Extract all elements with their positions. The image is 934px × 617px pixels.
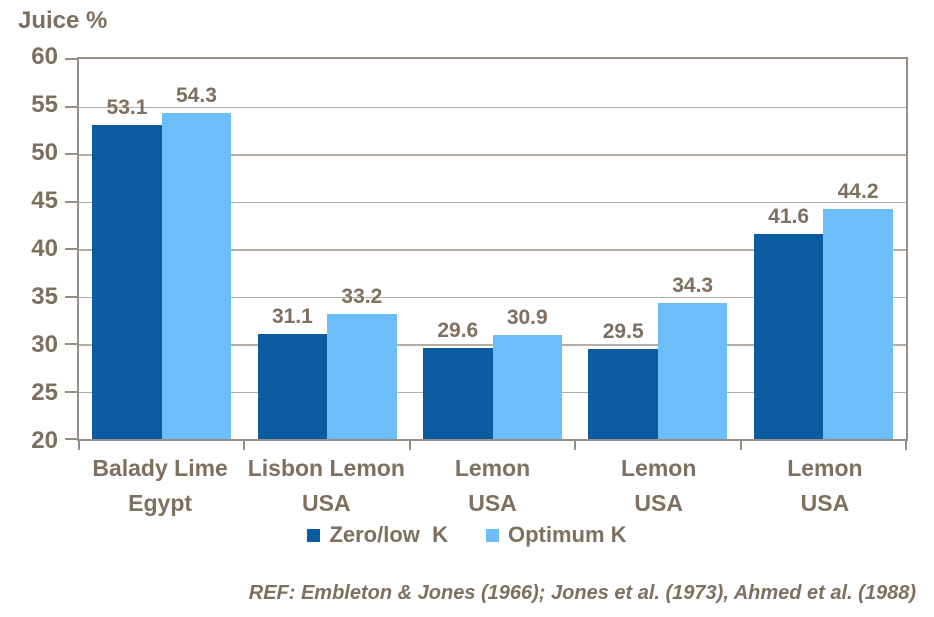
x-category-label: Lemon USA: [576, 451, 742, 521]
bar-value-label: 53.1: [106, 95, 148, 119]
y-tick-label: 35: [31, 283, 58, 310]
bar-group: 29.6 30.9: [410, 59, 575, 439]
y-tick-mark: [65, 438, 77, 440]
y-tick-label: 20: [31, 427, 58, 454]
x-category-region: Egypt: [128, 490, 193, 516]
x-tick-mark: [408, 441, 411, 450]
bar-group: 41.6 44.2: [741, 59, 906, 439]
legend-label: Optimum K: [508, 522, 627, 547]
bar-optimum-k: 54.3: [161, 84, 232, 439]
x-category-name: Lisbon Lemon: [247, 455, 405, 481]
gridline: [79, 201, 906, 203]
bar-value-label: 30.9: [506, 306, 548, 330]
y-tick-mark: [65, 105, 77, 108]
reference-text: REF: Embleton & Jones (1966); Jones et a…: [248, 582, 916, 604]
x-tick-mark: [78, 441, 80, 450]
bar-groups: 53.1 54.3 31.1 33.2 29.6 30.9 29.5 34.3 41.6 44.2: [79, 59, 906, 439]
x-category-name: Lemon: [454, 455, 531, 481]
x-tick-mark: [574, 441, 577, 450]
bar-value-label: 29.6: [437, 318, 479, 342]
bar-value-label: 44.2: [837, 180, 879, 204]
x-category-name: Lemon: [787, 455, 863, 481]
x-category-label: Lemon USA: [742, 451, 908, 521]
legend-item: Zero/low K: [307, 522, 448, 548]
y-tick-label: 30: [31, 331, 58, 358]
x-category-label: Balady Lime Egypt: [77, 451, 243, 521]
gridline: [79, 249, 906, 251]
y-tick-label: 50: [31, 139, 58, 166]
bar-zero-low-k: 53.1: [92, 96, 162, 439]
x-category-label: Lemon USA: [409, 451, 575, 521]
bar-zero-low-k: 31.1: [257, 305, 328, 439]
gridline: [79, 106, 906, 108]
gridline: [79, 296, 906, 298]
bar-value-label: 31.1: [271, 304, 313, 328]
bar-group: 53.1 54.3: [79, 59, 244, 439]
legend: Zero/low K Optimum K: [0, 522, 934, 548]
x-category-name: Lemon: [621, 455, 697, 481]
x-tick-mark: [905, 441, 907, 450]
gridline: [79, 344, 906, 346]
y-tick-mark: [65, 200, 77, 203]
y-axis: 60 55 50 45 40 35 30 25 20: [0, 43, 58, 454]
bar-zero-low-k: 29.5: [588, 320, 658, 439]
y-tick-mark: [65, 248, 77, 250]
y-tick-mark: [65, 295, 77, 298]
bar-value-label: 34.3: [672, 274, 714, 298]
plot-area: 53.1 54.3 31.1 33.2 29.6 30.9 29.5 34.3 41.6 44.2: [65, 57, 908, 450]
x-axis-labels: Balady Lime Egypt Lisbon Lemon USA Lemon USA L…: [77, 451, 908, 521]
y-tick-label: 25: [31, 379, 58, 406]
y-tick-mark: [65, 390, 77, 393]
bar-value-label: 54.3: [176, 84, 217, 108]
bar-group: 31.1 33.2: [244, 59, 409, 439]
bar-group: 29.5 34.3: [575, 59, 740, 439]
bar-optimum-k: 33.2: [327, 285, 397, 439]
x-tick-mark: [739, 441, 742, 450]
y-tick-mark: [65, 343, 77, 345]
x-category-region: USA: [302, 490, 351, 516]
legend-marker-icon: [307, 528, 321, 542]
y-tick-mark: [65, 58, 77, 60]
gridline: [79, 154, 906, 156]
x-category-region: USA: [634, 490, 683, 516]
bar-value-label: 41.6: [768, 204, 810, 228]
legend-item: Optimum K: [486, 522, 627, 548]
bar-value-label: 33.2: [341, 284, 383, 308]
y-tick-mark: [65, 153, 77, 155]
y-tick-label: 45: [31, 187, 58, 214]
y-axis-title: Juice %: [18, 7, 108, 34]
x-tick-mark: [243, 441, 246, 450]
legend-marker-icon: [486, 528, 499, 542]
bar-optimum-k: 30.9: [492, 306, 562, 439]
legend-label: Zero/low K: [329, 522, 448, 547]
y-tick-label: 40: [31, 235, 58, 262]
y-tick-label: 60: [31, 43, 58, 70]
y-tick-label: 55: [31, 91, 58, 118]
x-category-region: USA: [800, 490, 850, 516]
bar-optimum-k: 34.3: [657, 274, 728, 439]
bar-value-label: 29.5: [602, 319, 644, 343]
bar-optimum-k: 44.2: [823, 180, 893, 439]
bar-zero-low-k: 29.6: [423, 319, 493, 439]
bar-zero-low-k: 41.6: [753, 205, 824, 439]
x-category-region: USA: [468, 490, 517, 516]
x-category-name: Balady Lime: [92, 455, 228, 481]
x-category-label: Lisbon Lemon USA: [243, 451, 409, 521]
